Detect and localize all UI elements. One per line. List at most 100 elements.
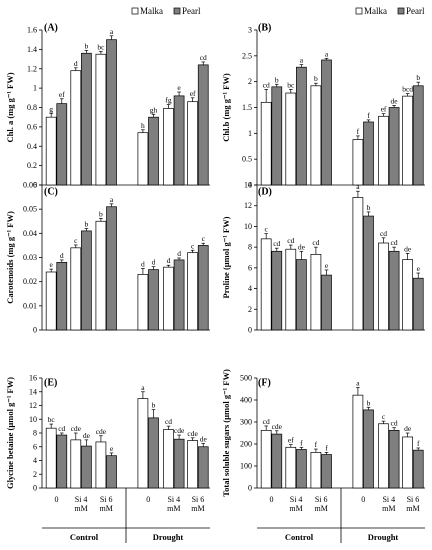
bar [388, 107, 400, 186]
bar [296, 259, 307, 331]
significance-letter: b [275, 75, 279, 84]
panel-label: (F) [258, 377, 271, 388]
y-axis-title: Total soluble sugars (µmol g⁻¹ FW) [221, 369, 231, 497]
significance-letter: b [85, 41, 89, 50]
bar [81, 52, 92, 186]
bar [378, 242, 389, 331]
y-tick-label: 2 [248, 77, 252, 86]
bar [363, 121, 374, 186]
panel-label: (A) [44, 22, 58, 33]
significance-letter: c [265, 225, 269, 234]
bar [187, 252, 198, 331]
bar [56, 434, 68, 489]
significance-letter: b [416, 73, 420, 82]
bar [163, 429, 174, 489]
x-category-label: mM [191, 504, 204, 513]
significance-letter: ef [288, 436, 294, 445]
bar [187, 440, 198, 489]
significance-letter: a [110, 195, 114, 204]
y-axis-title: Proline (µmol g⁻¹ FW) [221, 216, 231, 298]
bar [402, 259, 413, 331]
x-category-label: Si 6 [407, 495, 420, 504]
y-tick-label: 2 [248, 305, 252, 314]
bar [402, 436, 413, 489]
bar [296, 66, 307, 186]
y-tick-label: 8 [33, 429, 37, 438]
y-tick-label: 16 [29, 374, 37, 383]
legend-swatch [131, 7, 139, 15]
significance-letter: d [152, 258, 156, 267]
significance-letter: g [49, 104, 53, 113]
bar [285, 248, 297, 331]
bar [412, 277, 424, 331]
bar [285, 92, 297, 186]
x-category-label: 0 [146, 495, 150, 504]
y-tick-label: 14 [29, 387, 37, 396]
bar [45, 427, 57, 489]
y-tick-label: 2.5 [242, 51, 252, 60]
significance-letter: cd [391, 419, 398, 428]
bar [148, 116, 159, 186]
bar [45, 271, 57, 331]
bar [137, 398, 149, 489]
significance-letter: cd [263, 417, 270, 426]
significance-letter: a [300, 56, 304, 65]
significance-letter: d [177, 249, 181, 258]
significance-letter: e [110, 444, 114, 453]
bar [388, 250, 400, 331]
bar [310, 85, 322, 186]
x-category-label: 0 [269, 495, 273, 504]
y-tick-label: 1 [248, 129, 252, 138]
bar [163, 266, 174, 331]
bar [388, 430, 400, 489]
bar [271, 250, 283, 331]
bar [70, 70, 82, 186]
bar [173, 95, 185, 186]
significance-letter: cd [58, 424, 65, 433]
bar [197, 245, 209, 331]
bar [56, 103, 68, 186]
bar [321, 59, 332, 186]
legend-label: Malka [140, 6, 163, 16]
y-tick-label: 0 [33, 484, 37, 493]
significance-letter: de [298, 242, 306, 251]
significance-letter: cd [200, 53, 207, 62]
x-category-label: Si 4 [167, 495, 180, 504]
bar [352, 197, 364, 331]
x-category-label: Si 6 [315, 495, 328, 504]
y-tick-label: 0.2 [27, 161, 37, 170]
x-category-label: Si 4 [75, 495, 88, 504]
bar [271, 433, 283, 489]
y-tick-label: 0 [248, 326, 252, 335]
significance-letter: c [74, 236, 78, 245]
y-axis-title: Chl.b (mg g⁻¹ FW) [221, 73, 231, 142]
bar [260, 238, 272, 331]
y-tick-label: 8 [248, 243, 252, 252]
y-tick-label: 0 [33, 181, 37, 190]
bar [45, 116, 57, 186]
significance-letter: cd [287, 236, 294, 245]
y-tick-label: 6 [33, 442, 37, 451]
significance-letter: e [325, 261, 329, 270]
significance-letter: b [314, 74, 318, 83]
bar [81, 445, 92, 489]
bar [137, 274, 149, 331]
y-tick-label: 1.6 [27, 26, 37, 35]
significance-letter: e [417, 264, 421, 273]
bar [352, 139, 364, 186]
significance-letter: a [325, 49, 329, 58]
bar [81, 230, 92, 331]
x-category-label: mM [382, 504, 395, 513]
significance-letter: cde [272, 422, 283, 431]
significance-letter: a [141, 383, 145, 392]
x-category-label: mM [100, 504, 113, 513]
bar [285, 446, 297, 489]
significance-letter: a [356, 182, 360, 191]
x-category-label: Si 4 [290, 495, 303, 504]
legend-label: Malka [364, 6, 387, 16]
bar [163, 108, 174, 186]
x-category-label: mM [406, 504, 419, 513]
significance-letter: cd [165, 417, 172, 426]
y-tick-label: 10 [244, 222, 252, 231]
bar [56, 261, 68, 331]
